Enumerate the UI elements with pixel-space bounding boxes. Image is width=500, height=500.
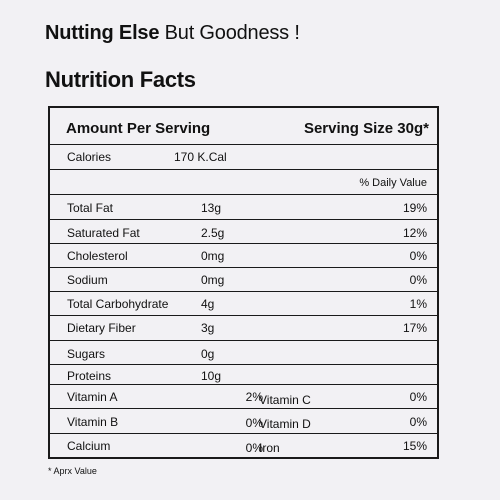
nutrient-amount: 2.5g [201, 226, 225, 240]
vitamin-right-name: Vitamin C [259, 393, 311, 407]
vitamin-left-value: 0% [245, 416, 263, 430]
nutrient-name: Cholesterol [67, 249, 128, 263]
nutrient-amount: 4g [201, 297, 215, 311]
nutrient-amount: 0mg [201, 249, 225, 263]
nutrient-row: Sugars 0g [50, 340, 437, 364]
nutrient-name: Dietary Fiber [67, 321, 136, 335]
nutrient-daily-value: 19% [402, 201, 427, 215]
nutrient-row: Total Fat 13g 19% [50, 194, 437, 219]
nutrient-row: Cholesterol 0mg 0% [50, 243, 437, 267]
nutrient-daily-value: 12% [402, 226, 427, 240]
vitamin-right-name: Vitamin D [259, 417, 311, 431]
vitamin-left-name: Vitamin B [67, 415, 119, 429]
calories-value: 170 K.Cal [174, 150, 227, 164]
nutrient-row: Saturated Fat 2.5g 12% [50, 219, 437, 243]
nutrient-daily-value: 0% [409, 273, 427, 287]
calories-label: Calories [67, 150, 112, 164]
serving-size-label: Serving Size 30g* [303, 120, 429, 137]
vitamin-left-name: Calcium [67, 439, 111, 453]
vitamin-right-name: Iron [259, 441, 280, 455]
daily-value-header: % Daily Value [359, 177, 427, 189]
nutrient-name: Saturated Fat [67, 226, 140, 240]
nutrient-row: Proteins 10g [50, 364, 437, 384]
nutrient-amount: 10g [201, 369, 222, 383]
vitamin-row: Vitamin B 0% Vitamin D 0% [50, 408, 437, 433]
nutrition-table: Amount Per Serving Serving Size 30g* Cal… [48, 106, 439, 459]
tagline-bold: Nutting Else [45, 22, 160, 44]
nutrient-name: Proteins [67, 369, 112, 383]
nutrient-amount: 0mg [201, 273, 225, 287]
vitamin-right-value: 0% [409, 390, 427, 404]
vitamin-right-value: 0% [409, 415, 427, 429]
footnote: * Aprx Value [48, 466, 97, 476]
daily-value-header-row: % Daily Value [50, 169, 437, 194]
tagline-rest: But Goodness ! [159, 22, 300, 44]
nutrient-row: Sodium 0mg 0% [50, 267, 437, 291]
nutrient-name: Total Carbohydrate [67, 297, 169, 311]
nutrient-amount: 3g [201, 321, 215, 335]
nutrient-amount: 0g [201, 347, 215, 361]
nutrition-facts-heading: Nutrition Facts [45, 67, 196, 92]
nutrient-daily-value: 0% [409, 249, 427, 263]
amount-per-serving-label: Amount Per Serving [66, 120, 211, 137]
vitamin-left-name: Vitamin A [67, 390, 118, 404]
nutrient-name: Total Fat [67, 201, 114, 215]
table-header-row: Amount Per Serving Serving Size 30g* [50, 108, 437, 144]
vitamin-right-value: 15% [402, 439, 427, 453]
tagline: Nutting Else But Goodness ! [45, 22, 300, 45]
calories-row: Calories 170 K.Cal [50, 144, 437, 169]
nutrient-name: Sodium [67, 273, 108, 287]
nutrient-name: Sugars [67, 347, 106, 361]
nutrient-row: Total Carbohydrate 4g 1% [50, 291, 437, 315]
nutrient-daily-value: 1% [409, 297, 427, 311]
vitamin-row: Calcium 0% Iron 15% [50, 433, 437, 459]
vitamin-row: Vitamin A 2% Vitamin C 0% [50, 384, 437, 408]
vitamin-left-value: 2% [245, 390, 263, 404]
vitamin-left-value: 0% [245, 441, 263, 455]
nutrient-daily-value: 17% [402, 321, 427, 335]
nutrient-row: Dietary Fiber 3g 17% [50, 315, 437, 340]
nutrient-amount: 13g [201, 201, 222, 215]
